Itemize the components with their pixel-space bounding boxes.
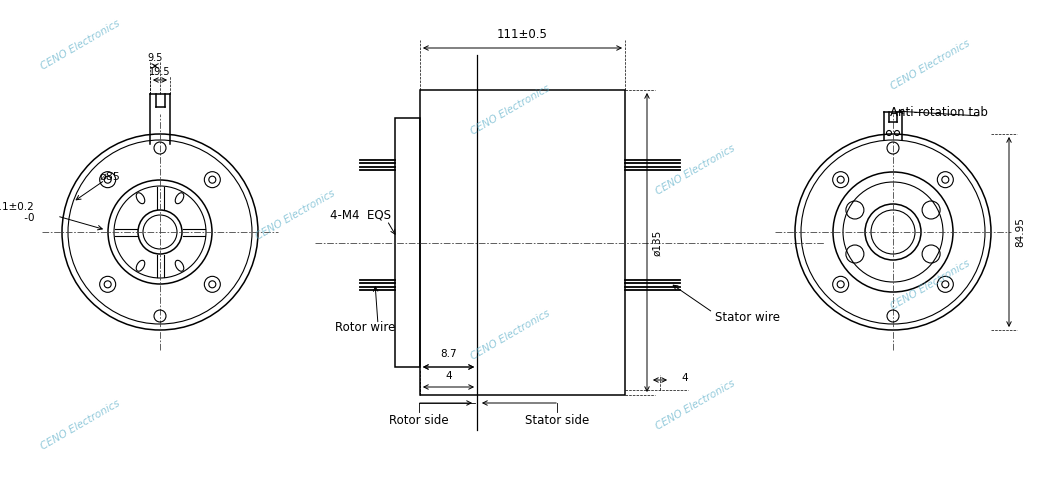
Text: 84.95: 84.95	[1015, 217, 1025, 247]
Bar	[420, 90, 625, 395]
Text: CENO Electronics: CENO Electronics	[888, 258, 971, 312]
Text: CENO Electronics: CENO Electronics	[888, 38, 971, 92]
Text: Stator side: Stator side	[525, 413, 589, 427]
Text: CENO Electronics: CENO Electronics	[469, 83, 551, 137]
Text: 4: 4	[682, 373, 688, 383]
Text: ø85: ø85	[100, 172, 121, 182]
Text: 4: 4	[445, 371, 452, 381]
Text: CENO Electronics: CENO Electronics	[469, 308, 551, 362]
Text: ø38.1±0.2
     -0: ø38.1±0.2 -0	[0, 201, 34, 223]
Text: Rotor wire: Rotor wire	[335, 321, 395, 334]
Text: 111±0.5: 111±0.5	[497, 28, 548, 41]
Text: Anti-rotation tab: Anti-rotation tab	[890, 106, 988, 119]
Text: 4-M4  EQS: 4-M4 EQS	[330, 208, 391, 221]
Text: CENO Electronics: CENO Electronics	[654, 378, 737, 432]
Text: Rotor side: Rotor side	[389, 413, 448, 427]
Text: 9.5: 9.5	[147, 53, 162, 63]
Text: CENO Electronics: CENO Electronics	[38, 398, 121, 452]
Bar	[395, 118, 420, 367]
Text: CENO Electronics: CENO Electronics	[253, 188, 336, 242]
Text: ø135: ø135	[652, 229, 662, 256]
Text: 8.7: 8.7	[440, 349, 457, 359]
Text: Stator wire: Stator wire	[716, 311, 780, 324]
Text: CENO Electronics: CENO Electronics	[38, 18, 121, 72]
Text: 19.5: 19.5	[149, 67, 171, 77]
Text: CENO Electronics: CENO Electronics	[654, 143, 737, 197]
